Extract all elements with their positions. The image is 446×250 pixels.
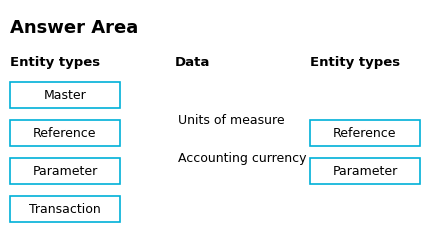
FancyBboxPatch shape [10, 120, 120, 146]
Text: Transaction: Transaction [29, 203, 101, 216]
Text: Parameter: Parameter [33, 165, 98, 178]
FancyBboxPatch shape [310, 120, 420, 146]
FancyBboxPatch shape [10, 196, 120, 222]
Text: Master: Master [44, 89, 87, 102]
FancyBboxPatch shape [10, 83, 120, 108]
Text: Units of measure: Units of measure [178, 114, 285, 127]
Text: Reference: Reference [333, 127, 397, 140]
Text: Parameter: Parameter [332, 165, 398, 178]
Text: Reference: Reference [33, 127, 97, 140]
Text: Entity types: Entity types [310, 56, 400, 69]
Text: Entity types: Entity types [10, 56, 100, 69]
Text: Answer Area: Answer Area [10, 19, 138, 37]
FancyBboxPatch shape [10, 158, 120, 184]
FancyBboxPatch shape [310, 158, 420, 184]
Text: Data: Data [175, 56, 211, 69]
Text: Accounting currency: Accounting currency [178, 152, 306, 165]
